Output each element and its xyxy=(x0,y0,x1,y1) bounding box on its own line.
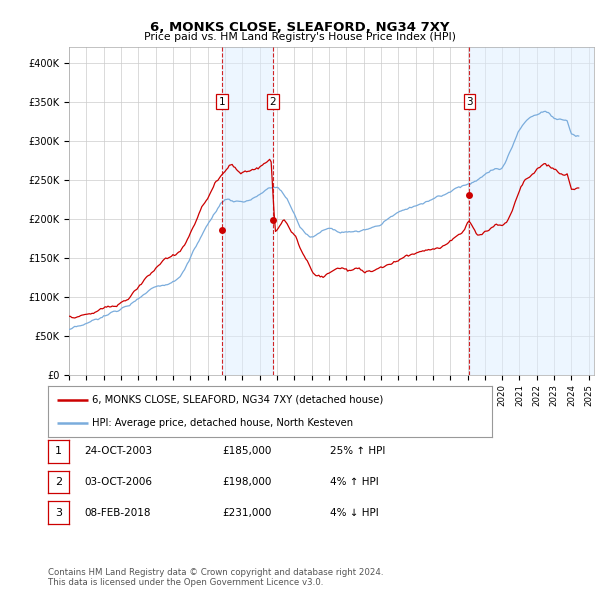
Text: 2: 2 xyxy=(55,477,62,487)
Text: 08-FEB-2018: 08-FEB-2018 xyxy=(84,508,151,517)
Text: This data is licensed under the Open Government Licence v3.0.: This data is licensed under the Open Gov… xyxy=(48,578,323,587)
Text: 25% ↑ HPI: 25% ↑ HPI xyxy=(330,447,385,456)
Text: 2: 2 xyxy=(269,97,276,107)
Text: 3: 3 xyxy=(55,508,62,517)
Text: 6, MONKS CLOSE, SLEAFORD, NG34 7XY (detached house): 6, MONKS CLOSE, SLEAFORD, NG34 7XY (deta… xyxy=(92,395,383,405)
Text: £198,000: £198,000 xyxy=(222,477,271,487)
Text: 4% ↑ HPI: 4% ↑ HPI xyxy=(330,477,379,487)
Text: 1: 1 xyxy=(55,447,62,456)
Bar xyxy=(222,47,273,375)
Text: 6, MONKS CLOSE, SLEAFORD, NG34 7XY: 6, MONKS CLOSE, SLEAFORD, NG34 7XY xyxy=(150,21,450,34)
Text: 3: 3 xyxy=(466,97,473,107)
Text: HPI: Average price, detached house, North Kesteven: HPI: Average price, detached house, Nort… xyxy=(92,418,353,428)
Text: Contains HM Land Registry data © Crown copyright and database right 2024.: Contains HM Land Registry data © Crown c… xyxy=(48,568,383,577)
Text: 4% ↓ HPI: 4% ↓ HPI xyxy=(330,508,379,517)
Text: £231,000: £231,000 xyxy=(222,508,271,517)
Bar xyxy=(469,47,594,375)
Text: 1: 1 xyxy=(218,97,225,107)
Text: Price paid vs. HM Land Registry's House Price Index (HPI): Price paid vs. HM Land Registry's House … xyxy=(144,32,456,42)
Text: £185,000: £185,000 xyxy=(222,447,271,456)
Text: 03-OCT-2006: 03-OCT-2006 xyxy=(84,477,152,487)
Text: 24-OCT-2003: 24-OCT-2003 xyxy=(84,447,152,456)
